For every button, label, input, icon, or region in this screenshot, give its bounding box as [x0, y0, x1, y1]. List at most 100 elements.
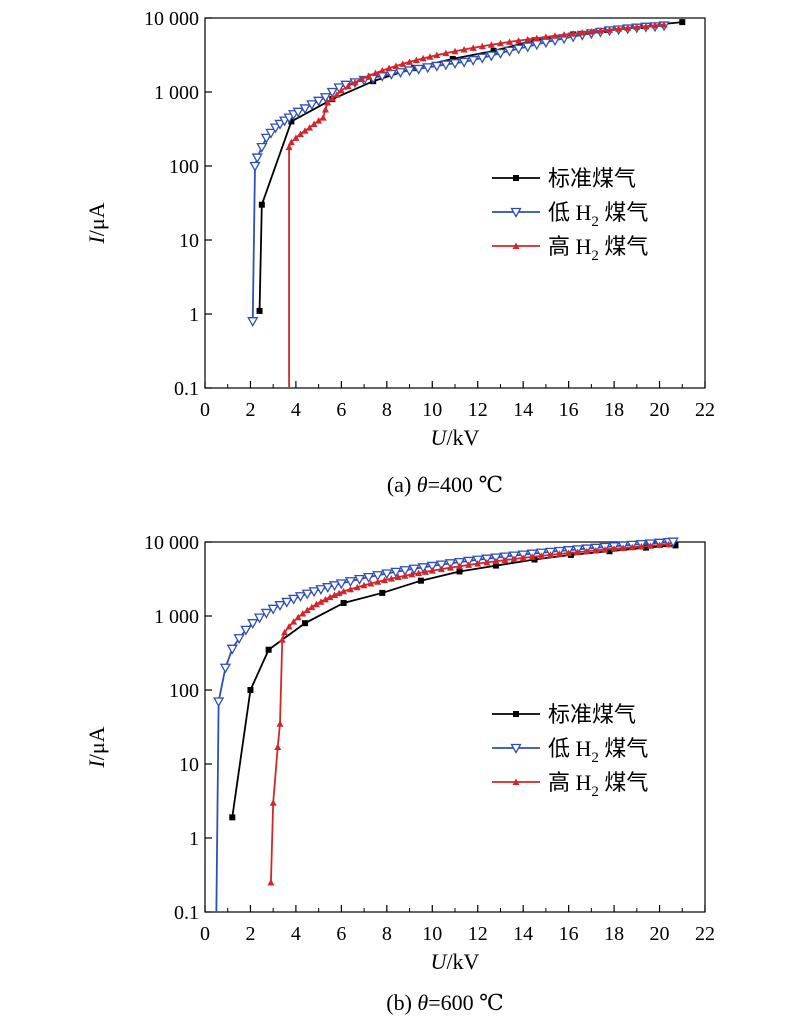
data-point — [474, 560, 482, 567]
data-point — [660, 21, 668, 28]
data-point — [285, 623, 293, 630]
data-point — [456, 568, 463, 575]
data-point — [587, 28, 595, 35]
data-point — [247, 687, 254, 693]
x-tick-label: 10 — [422, 399, 442, 421]
data-point — [578, 29, 586, 36]
data-point — [267, 604, 279, 615]
data-point — [422, 63, 434, 74]
x-tick-label: 20 — [650, 399, 670, 421]
data-point — [403, 66, 416, 77]
x-tick-label: 22 — [695, 923, 715, 945]
data-point — [542, 33, 550, 40]
data-point — [322, 583, 334, 594]
x-tick-label: 4 — [291, 923, 301, 945]
data-point — [419, 54, 427, 62]
data-point — [308, 587, 320, 598]
data-point — [296, 130, 304, 138]
data-point — [253, 613, 266, 624]
data-point — [353, 583, 361, 591]
y-tick-label: 1 — [189, 304, 199, 326]
data-point — [301, 589, 313, 600]
data-point — [413, 64, 425, 75]
y-tick-label: 1 — [189, 828, 199, 850]
data-point — [346, 585, 354, 593]
data-point — [274, 119, 286, 130]
data-point — [379, 589, 386, 596]
data-point — [426, 561, 438, 572]
legend-swatch-marker — [512, 778, 520, 785]
data-point — [229, 814, 236, 821]
data-point — [292, 134, 300, 141]
series-2 — [285, 21, 668, 388]
data-point — [247, 619, 259, 629]
data-point — [596, 27, 604, 34]
data-point — [490, 47, 497, 54]
data-point — [340, 587, 348, 595]
data-point — [326, 87, 338, 98]
data-point — [515, 37, 523, 44]
data-point — [496, 39, 504, 47]
data-point — [274, 601, 286, 612]
data-point — [333, 91, 341, 98]
y-tick-label: 10 000 — [144, 8, 199, 30]
data-point — [401, 572, 409, 579]
data-point — [435, 560, 447, 571]
data-point — [351, 78, 359, 86]
x-tick-label: 22 — [695, 399, 715, 421]
data-point — [328, 581, 341, 592]
data-point — [522, 42, 534, 53]
x-tick-label: 20 — [650, 923, 670, 945]
data-point — [251, 153, 263, 164]
x-tick-label: 0 — [200, 923, 210, 945]
data-point — [219, 663, 232, 674]
data-point — [378, 67, 386, 74]
data-point — [287, 138, 295, 146]
data-point — [281, 628, 289, 636]
data-point — [394, 68, 407, 79]
data-point — [637, 542, 645, 550]
x-tick-label: 14 — [513, 923, 533, 945]
data-point — [260, 133, 272, 144]
x-tick-label: 18 — [604, 399, 624, 421]
data-point — [258, 201, 265, 208]
data-point — [213, 697, 225, 708]
data-point — [610, 545, 618, 552]
x-axis-label: U/kV — [431, 949, 480, 974]
legend-swatch-marker — [510, 743, 522, 754]
legend-swatch-marker — [513, 711, 519, 717]
data-point — [337, 86, 345, 94]
chart-caption: (b) θ=600 ℃ — [386, 990, 504, 1015]
data-point — [306, 124, 314, 131]
data-point — [283, 113, 295, 124]
x-tick-label: 6 — [336, 923, 346, 945]
data-point — [385, 64, 393, 72]
data-point — [449, 59, 461, 70]
data-point — [451, 47, 459, 55]
data-point — [506, 38, 514, 45]
data-point — [513, 44, 525, 55]
data-point — [646, 542, 654, 549]
data-point — [442, 49, 450, 57]
x-tick-label: 2 — [245, 399, 255, 421]
data-point — [317, 598, 325, 605]
data-point — [394, 573, 402, 581]
data-point — [453, 557, 466, 568]
y-tick-label: 10 — [179, 230, 199, 252]
data-point — [487, 41, 495, 48]
legend-swatch-marker — [513, 175, 519, 181]
data-point — [392, 62, 400, 69]
data-point — [319, 114, 327, 121]
data-point — [292, 107, 304, 118]
data-point — [665, 540, 673, 548]
x-tick-label: 8 — [382, 923, 392, 945]
data-point — [606, 548, 613, 555]
data-point — [537, 552, 545, 559]
data-point — [360, 581, 368, 589]
data-point — [374, 578, 382, 585]
data-point — [358, 75, 366, 82]
y-tick-label: 1 000 — [154, 82, 199, 104]
data-point — [412, 56, 420, 64]
legend-label: 标准煤气 — [548, 702, 636, 727]
